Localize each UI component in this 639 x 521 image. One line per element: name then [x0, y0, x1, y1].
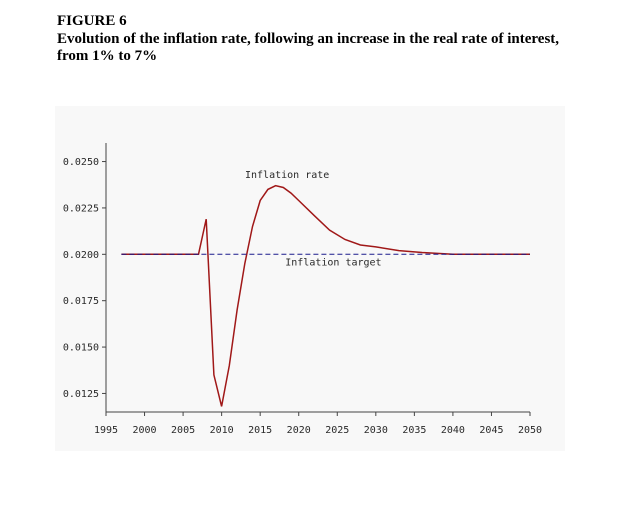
- figure-label: FIGURE 6: [57, 13, 127, 29]
- annotation-label: Inflation target: [285, 257, 381, 268]
- x-tick-label: 2010: [210, 425, 234, 436]
- x-tick-label: 2005: [171, 425, 195, 436]
- x-tick-label: 1995: [94, 425, 118, 436]
- figure-title-line-1: Evolution of the inflation rate, followi…: [57, 31, 560, 47]
- x-tick-label: 2020: [287, 425, 311, 436]
- plot-background: [55, 106, 565, 451]
- x-tick-label: 2045: [479, 425, 503, 436]
- figure-title: Evolution of the inflation rate, followi…: [57, 31, 617, 65]
- x-tick-label: 2025: [325, 425, 349, 436]
- x-tick-label: 2035: [402, 425, 426, 436]
- y-tick-label: 0.0175: [63, 296, 99, 307]
- annotation-label: Inflation rate: [245, 170, 329, 181]
- x-tick-label: 2000: [132, 425, 156, 436]
- y-tick-label: 0.0125: [63, 389, 99, 400]
- series-line-inflation-rate: [121, 184, 530, 407]
- y-tick-label: 0.0225: [63, 203, 99, 214]
- y-tick-label: 0.0250: [63, 157, 99, 168]
- x-tick-label: 2030: [364, 425, 388, 436]
- y-tick-label: 0.0150: [63, 343, 99, 354]
- x-tick-label: 2050: [518, 425, 542, 436]
- y-tick-label: 0.0200: [63, 250, 99, 261]
- figure-title-line-2: from 1% to 7%: [57, 48, 158, 64]
- x-tick-label: 2040: [441, 425, 465, 436]
- x-tick-label: 2015: [248, 425, 272, 436]
